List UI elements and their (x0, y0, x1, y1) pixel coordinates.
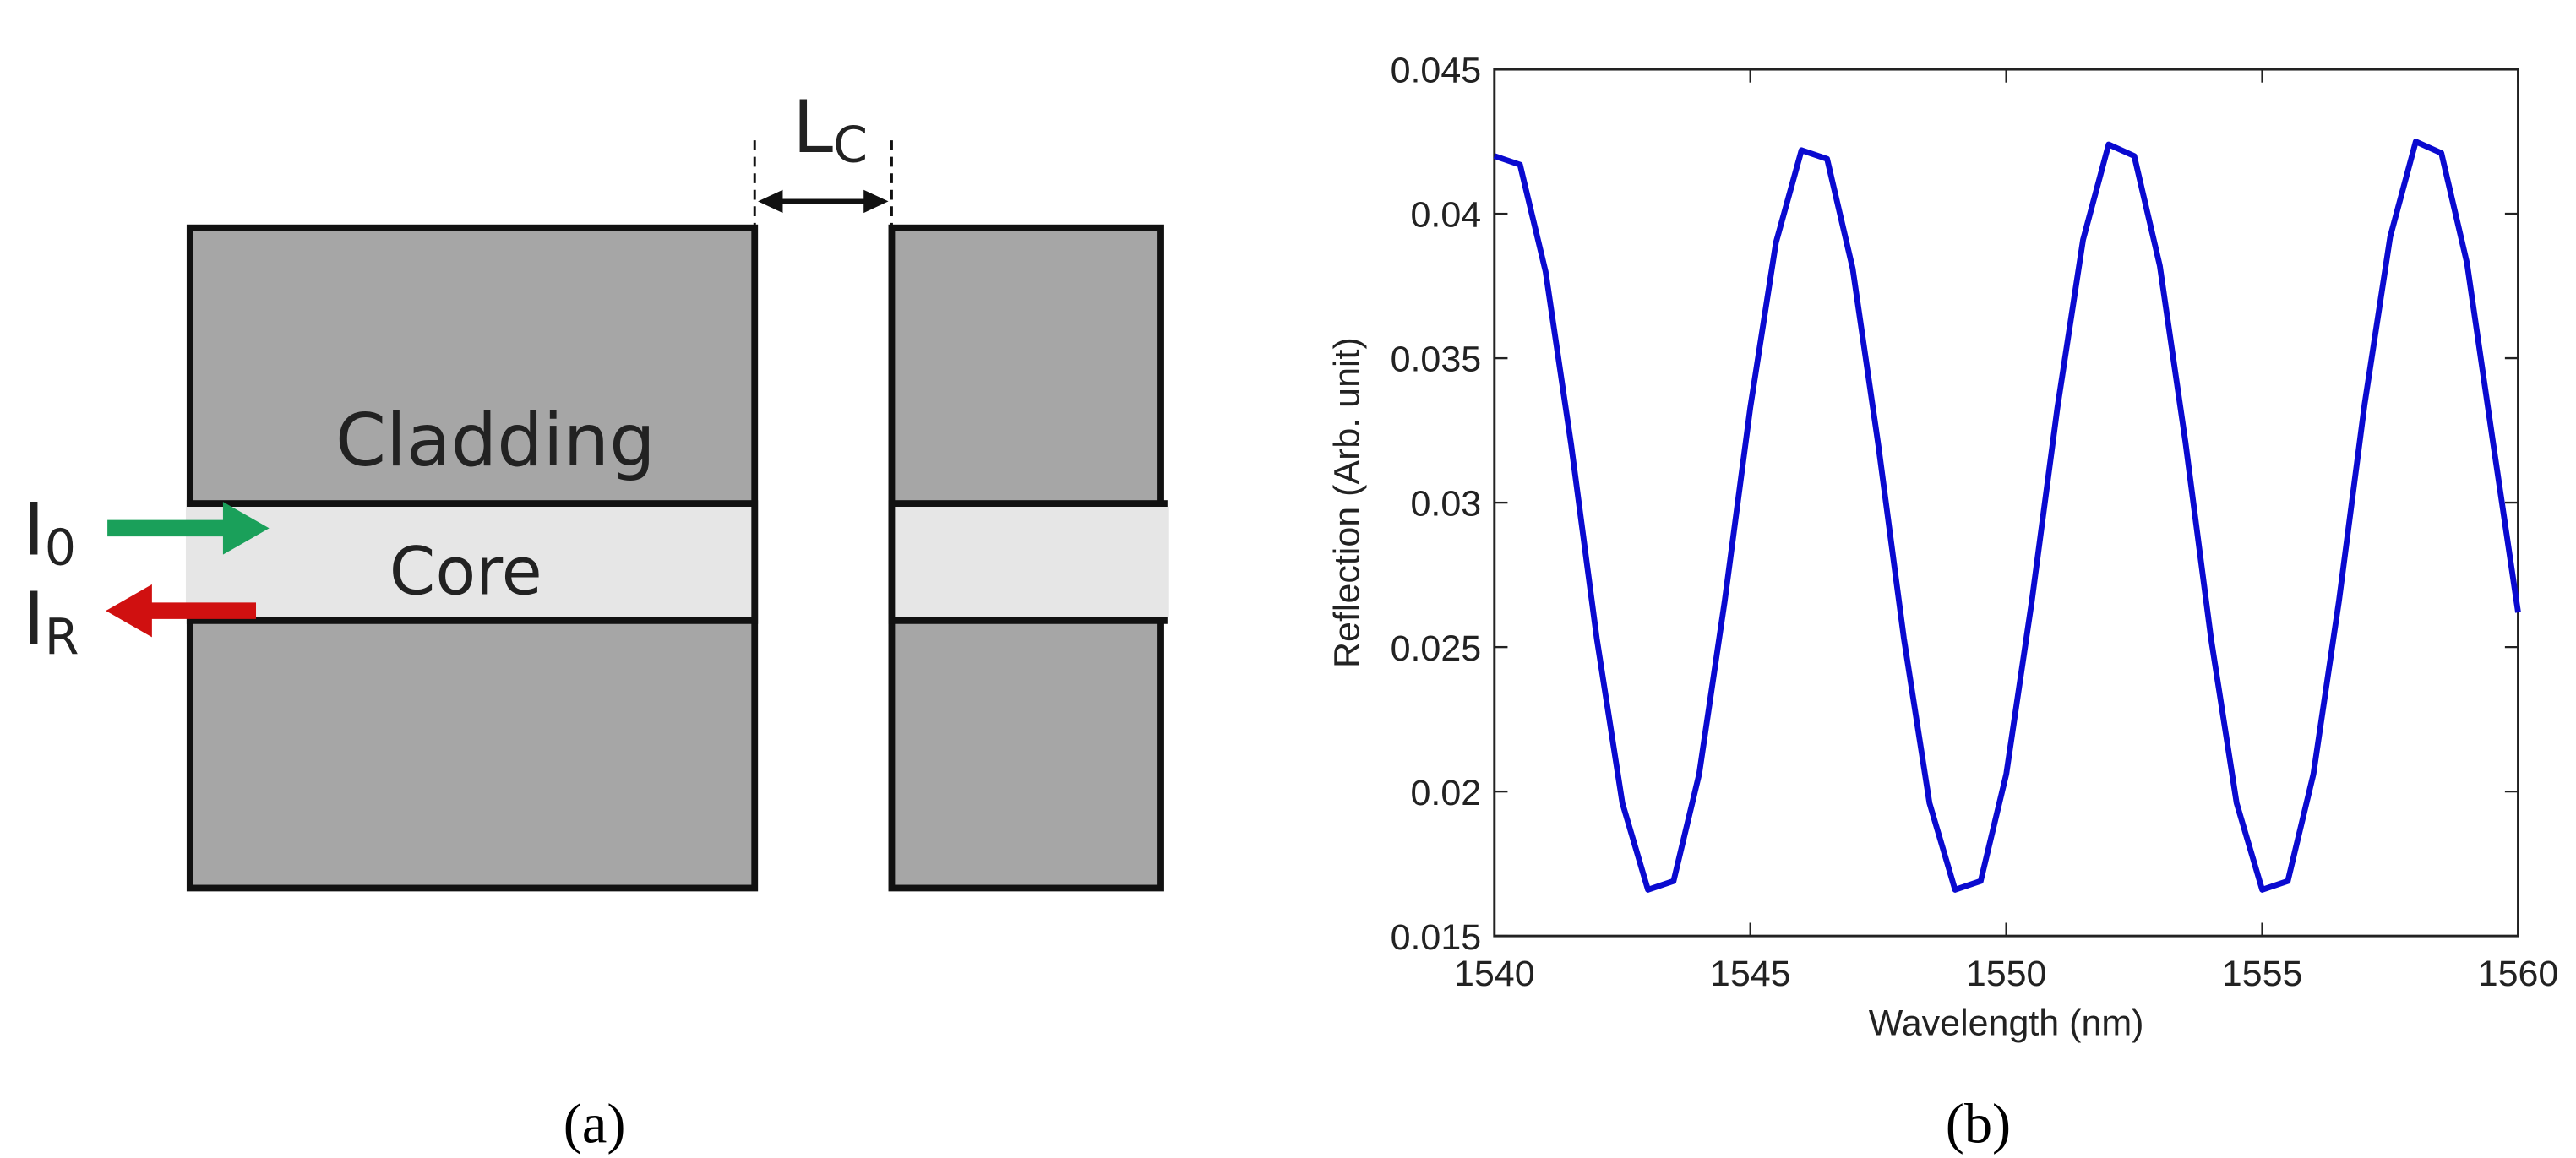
y-tick-label: 0.015 (1391, 917, 1482, 958)
reflected-label: IR (23, 577, 79, 666)
gap-label-sub: C (833, 117, 868, 174)
caption: (b) (1946, 1093, 2011, 1155)
diagram: LC Cladding Core I0 IR (23, 85, 1169, 892)
gap-label-main: L (792, 85, 833, 170)
y-tick-label: 0.02 (1410, 773, 1481, 813)
data-line (1493, 139, 2521, 893)
x-axis-label: Wavelength (nm) (1869, 1003, 2144, 1043)
arrow-head (863, 189, 889, 214)
arrow-head (758, 189, 783, 214)
arrow-head (106, 584, 152, 638)
input-label: I0 (23, 488, 76, 577)
caption: (a) (564, 1093, 626, 1155)
gap-label: LC (792, 85, 868, 174)
y-tick-label: 0.035 (1391, 340, 1482, 380)
x-tick-label: 1550 (1966, 954, 2047, 994)
reflected-label-main: I (23, 577, 44, 661)
right-core (888, 500, 1168, 624)
chart: 0.015 0.02 0.025 0.03 0.035 0.04 0.045 1540 1545… (1327, 51, 2559, 1044)
x-tick-label: 1540 (1454, 954, 1535, 994)
arrow-head (222, 502, 270, 555)
y-tick-label: 0.03 (1410, 484, 1481, 525)
y-tick-label: 0.045 (1391, 51, 1482, 91)
x-tick-label: 1555 (2222, 954, 2303, 994)
y-tick-label: 0.025 (1391, 628, 1482, 669)
cladding-label: Cladding (335, 399, 656, 483)
x-tick-label: 1545 (1710, 954, 1791, 994)
input-label-main: I (23, 488, 44, 573)
x-tick-label: 1560 (2478, 954, 2559, 994)
core-label: Core (389, 534, 542, 611)
y-axis-label: Reflection (Arb. unit) (1327, 337, 1368, 668)
input-label-sub: 0 (45, 519, 76, 576)
reflected-label-sub: R (45, 608, 79, 666)
y-tick-label: 0.04 (1410, 195, 1481, 236)
plot-area (1493, 68, 2519, 938)
left-core (186, 500, 759, 624)
